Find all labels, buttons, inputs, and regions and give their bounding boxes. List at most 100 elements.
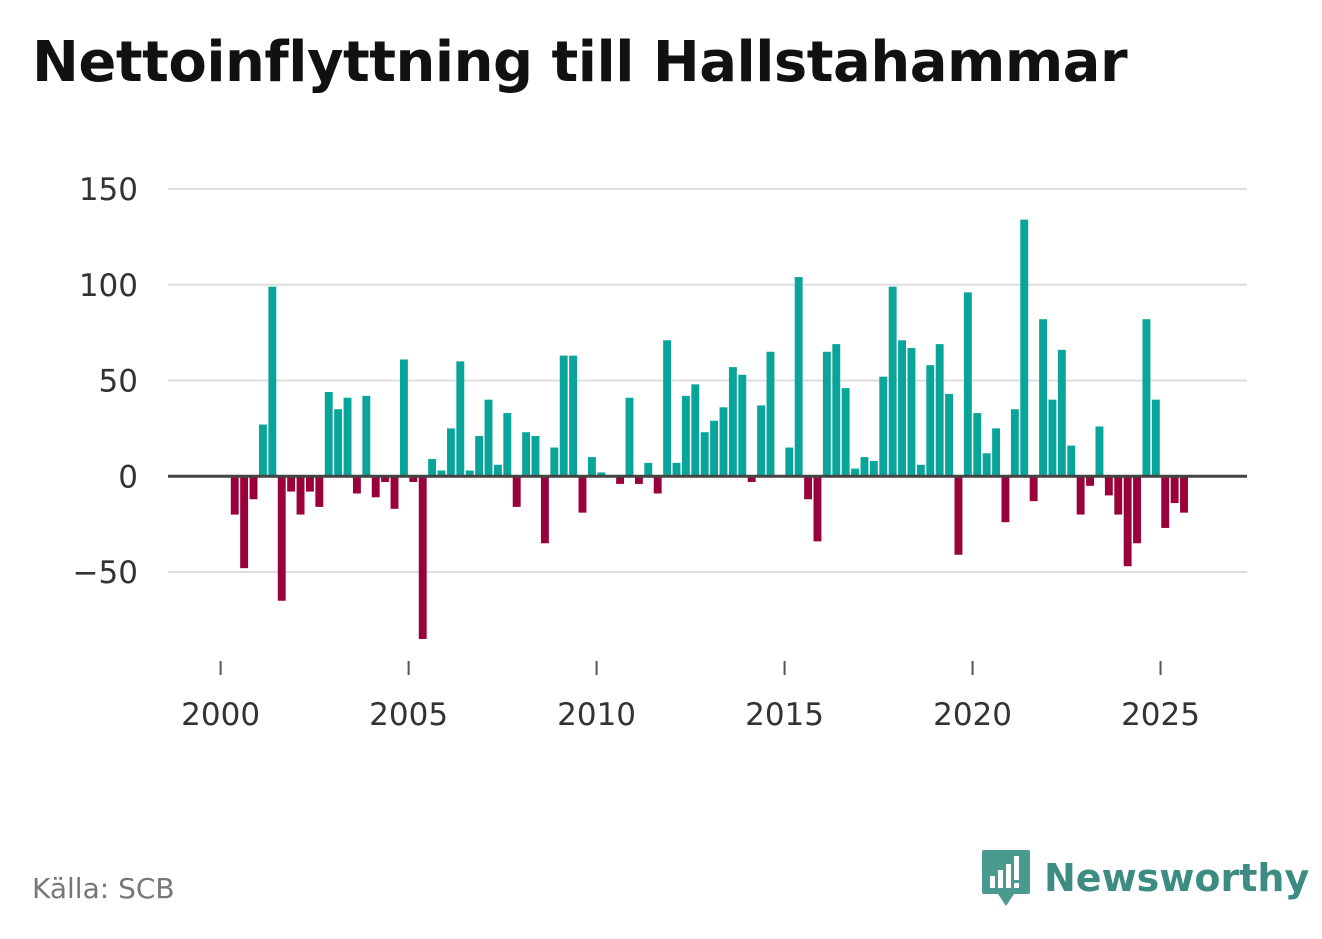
bar <box>409 476 418 482</box>
bar <box>616 476 625 484</box>
bar <box>663 340 672 477</box>
bar <box>503 413 512 477</box>
bar <box>540 476 549 544</box>
bar <box>841 388 850 477</box>
bar <box>1086 476 1094 486</box>
bar <box>230 476 239 515</box>
bar <box>1010 409 1019 477</box>
bar <box>681 395 690 477</box>
bar <box>258 424 267 477</box>
bar <box>1142 319 1151 477</box>
bar <box>869 460 878 477</box>
bar <box>926 365 935 477</box>
bar <box>1001 476 1010 523</box>
bar <box>672 462 681 477</box>
bar <box>888 286 897 477</box>
bar <box>484 399 493 477</box>
bar <box>493 464 502 477</box>
x-tick-label: 2010 <box>557 697 636 733</box>
bar <box>1067 445 1076 477</box>
bar <box>813 476 822 542</box>
bar <box>1095 426 1104 477</box>
bar <box>550 447 559 477</box>
bar <box>343 397 352 477</box>
bar <box>634 476 643 484</box>
bar <box>277 476 286 601</box>
bar <box>522 432 531 477</box>
bar <box>559 355 568 477</box>
bar <box>1048 399 1057 477</box>
x-tick-label: 2020 <box>933 697 1012 733</box>
bar <box>1029 476 1038 502</box>
bar <box>982 453 991 477</box>
bar <box>1104 476 1113 496</box>
bar <box>625 397 634 477</box>
bar <box>1170 476 1179 504</box>
newsworthy-brand[interactable]: Newsworthy <box>980 848 1309 908</box>
x-tick-label: 2025 <box>1121 697 1200 733</box>
bar <box>738 374 747 477</box>
bar <box>249 476 258 500</box>
y-tick-label: 0 <box>118 459 138 495</box>
bar <box>334 409 343 477</box>
bar <box>240 476 249 569</box>
bar <box>578 476 587 513</box>
chart-title: Nettoinflyttning till Hallstahammar <box>32 30 1128 95</box>
bar <box>907 347 916 477</box>
bar <box>428 459 437 477</box>
bar <box>1151 399 1160 477</box>
bar <box>851 468 860 477</box>
bar <box>992 428 1000 477</box>
bar <box>653 476 662 494</box>
bar <box>305 476 314 492</box>
bar <box>1114 476 1123 515</box>
bar <box>569 355 578 477</box>
bar <box>728 367 737 477</box>
bar <box>446 428 455 477</box>
bar <box>352 476 361 494</box>
bar <box>719 407 728 477</box>
bar <box>794 277 803 477</box>
bar <box>1076 476 1085 515</box>
bar <box>315 476 324 507</box>
bar <box>1180 476 1188 513</box>
y-tick-label: 50 <box>99 364 138 400</box>
bar <box>531 436 540 477</box>
y-tick-label: 100 <box>79 268 138 304</box>
bar <box>475 436 484 477</box>
bar <box>898 340 907 477</box>
bar <box>597 472 606 477</box>
bar <box>945 393 954 477</box>
bar <box>465 470 474 477</box>
bar <box>1133 476 1141 544</box>
bar <box>860 457 869 477</box>
bar <box>916 464 925 477</box>
bar <box>935 344 944 477</box>
bar <box>1161 476 1170 528</box>
bar <box>371 476 380 498</box>
x-tick-label: 2005 <box>369 697 448 733</box>
y-tick-label: −50 <box>73 555 138 591</box>
bar <box>1057 349 1066 477</box>
bar <box>268 286 277 477</box>
bar <box>879 376 888 477</box>
bar <box>512 476 521 507</box>
bar <box>587 457 596 477</box>
bar <box>418 476 427 640</box>
bar <box>747 476 756 482</box>
bar <box>710 420 719 477</box>
bar <box>381 476 390 482</box>
newsworthy-logo-icon <box>982 850 1030 906</box>
y-tick-label: 150 <box>79 172 138 208</box>
bar <box>804 476 813 500</box>
bar <box>822 351 831 477</box>
bar <box>1039 319 1047 477</box>
bar <box>287 476 296 492</box>
bar <box>399 359 408 477</box>
bar <box>1123 476 1132 567</box>
bar <box>954 476 963 555</box>
bar <box>963 292 972 477</box>
brand-name: Newsworthy <box>1044 856 1310 900</box>
bar <box>644 462 653 477</box>
